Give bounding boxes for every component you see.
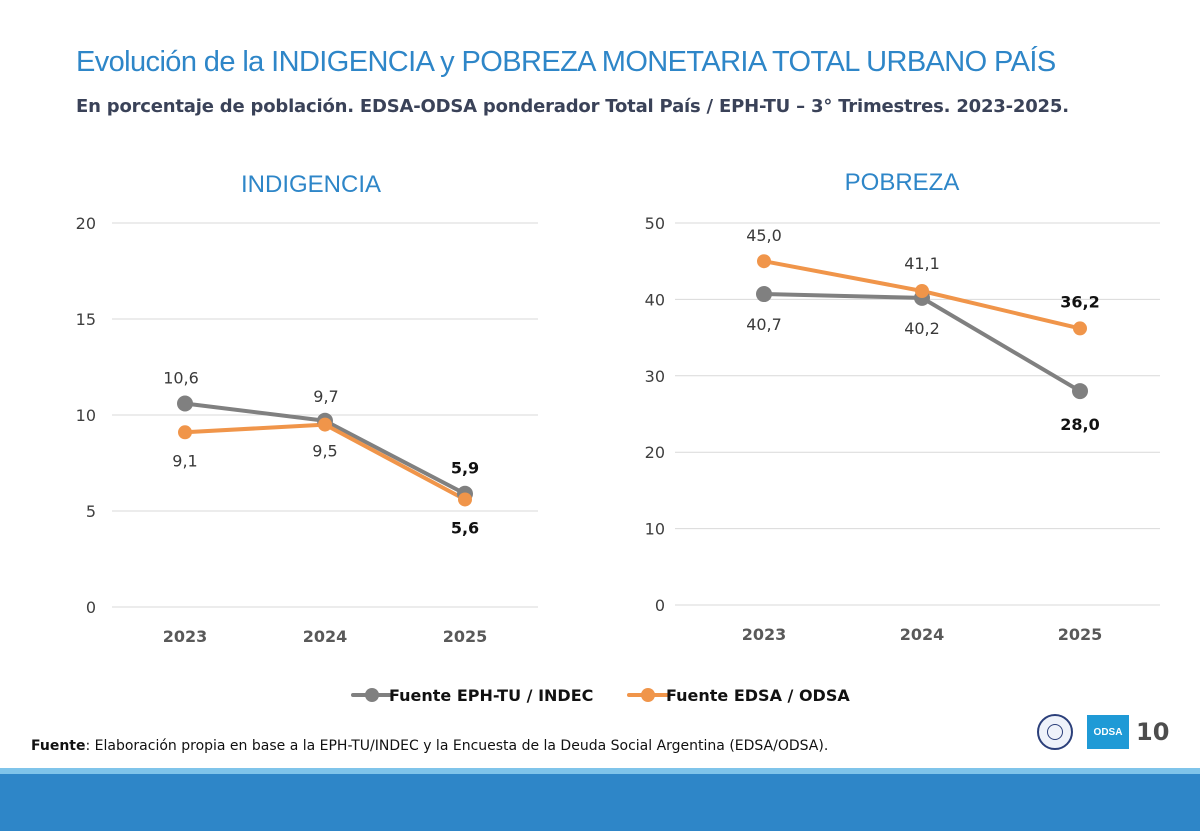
footnote-text: : Elaboración propia en base a la EPH-TU… (85, 738, 829, 754)
indigencia-data-label: 10,6 (163, 368, 199, 387)
indigencia-chart-title: INDIGENCIA (241, 171, 381, 198)
pobreza-data-label: 40,7 (746, 315, 782, 334)
pobreza-x-tick-label: 2023 (742, 625, 787, 644)
indigencia-y-tick-label: 0 (86, 598, 96, 617)
indigencia-data-label: 9,5 (312, 442, 337, 461)
indigencia-point-edsa (178, 425, 192, 440)
pobreza-y-tick-label: 10 (645, 520, 665, 539)
pobreza-point-edsa (915, 283, 929, 298)
footer-bar (0, 768, 1200, 831)
indigencia-y-tick-label: 20 (76, 214, 96, 233)
page-number: 10 (1136, 718, 1170, 746)
indigencia-x-tick-label: 2025 (443, 627, 488, 646)
legend-dot-marker (365, 688, 379, 702)
indigencia-series-line-edsa (183, 422, 467, 502)
indigencia-y-tick-label: 5 (86, 502, 96, 521)
pobreza-data-label: 28,0 (1060, 415, 1099, 434)
pobreza-x-tick-label: 2025 (1058, 625, 1103, 644)
pobreza-data-label: 45,0 (746, 226, 782, 245)
indigencia-data-label: 9,7 (313, 387, 338, 406)
indigencia-data-label: 5,6 (451, 518, 479, 537)
odsa-logo: ODSA (1087, 715, 1129, 749)
indigencia-point-edsa (458, 492, 472, 507)
indigencia-point-indec (177, 395, 193, 412)
indigencia-data-label: 5,9 (451, 459, 479, 478)
pobreza-point-indec (1072, 383, 1088, 400)
source-footnote: Fuente: Elaboración propia en base a la … (31, 738, 828, 754)
pobreza-x-tick-label: 2024 (900, 625, 945, 644)
legend-label: Fuente EPH-TU / INDEC (389, 686, 593, 705)
pobreza-chart: 0 10 20 30 40 50 2023 2024 2025 POBREZA 40,7 40,2 28… (645, 169, 1160, 644)
indigencia-x-tick-label: 2024 (303, 627, 348, 646)
pobreza-data-label: 41,1 (904, 254, 940, 273)
indigencia-chart: 0 5 10 15 20 2023 2024 2025 INDIGENCIA 10,6 9,7 5,9… (76, 171, 538, 646)
legend-label: Fuente EDSA / ODSA (666, 686, 850, 705)
indigencia-y-tick-label: 15 (76, 310, 96, 329)
pobreza-y-tick-label: 50 (645, 214, 665, 233)
pobreza-y-tick-label: 0 (655, 596, 665, 615)
pobreza-series-line-indec (762, 292, 1082, 394)
page-title: Evolución de la INDIGENCIA y POBREZA MON… (76, 46, 1056, 78)
legend-dot-marker (641, 688, 655, 702)
indigencia-data-label: 9,1 (172, 451, 197, 470)
pobreza-point-edsa (1073, 321, 1087, 336)
pobreza-y-tick-label: 30 (645, 367, 665, 386)
pobreza-y-tick-label: 20 (645, 443, 665, 462)
page-subtitle: En porcentaje de población. EDSA-ODSA po… (76, 96, 1069, 117)
pobreza-y-tick-label: 40 (645, 290, 665, 309)
footnote-label: Fuente (31, 738, 86, 754)
indigencia-x-tick-label: 2023 (163, 627, 208, 646)
pobreza-point-edsa (757, 254, 771, 269)
university-seal-icon (1037, 714, 1073, 750)
pobreza-data-label: 40,2 (904, 319, 940, 338)
pobreza-point-indec (756, 286, 772, 303)
pobreza-chart-title: POBREZA (845, 169, 960, 196)
indigencia-y-tick-label: 10 (76, 406, 96, 425)
chart-legend: Fuente EPH-TU / INDEC Fuente EDSA / ODSA (351, 686, 850, 705)
indigencia-point-edsa (318, 417, 332, 432)
pobreza-data-label: 36,2 (1060, 292, 1099, 311)
